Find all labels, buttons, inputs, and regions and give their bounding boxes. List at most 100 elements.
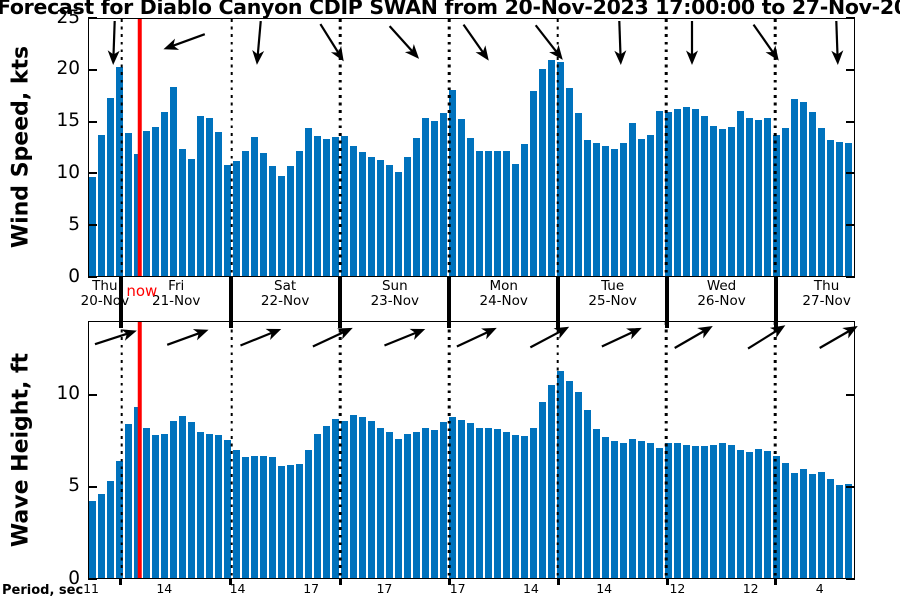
wave-bar: [260, 456, 267, 578]
y-tick-label: 10: [56, 383, 80, 405]
wind-bar: [782, 127, 789, 276]
y-tick-label: 15: [56, 110, 80, 132]
wind-bar: [250, 137, 258, 276]
y-tick-label: 5: [68, 213, 80, 235]
wave-bar: [719, 442, 726, 578]
wave-bar: [476, 428, 483, 578]
wind-bar: [809, 111, 816, 276]
day-boundary-line: [120, 322, 124, 578]
wind-bar: [521, 144, 528, 276]
wind-bar: [665, 111, 672, 276]
wave-bar: [521, 436, 528, 578]
wind-bar: [503, 150, 510, 276]
wave-height-chart: [88, 321, 858, 579]
day-boundary-line: [447, 19, 451, 276]
wind-bar: [161, 111, 168, 276]
axis-tick: [88, 120, 97, 123]
wave-bar: [530, 428, 537, 578]
y-tick-label: 0: [68, 265, 80, 287]
wind-bar: [736, 110, 744, 276]
wave-bar: [250, 456, 258, 578]
wave-bar: [296, 463, 303, 578]
axis-tick: [88, 393, 97, 396]
wave-bar: [224, 439, 231, 578]
wave-bar: [278, 465, 285, 578]
wind-bar: [188, 158, 195, 276]
day-boundary-tick: [773, 277, 778, 321]
wind-bar: [269, 166, 276, 276]
wind-bar: [476, 150, 483, 276]
day-label: Sat 22-Nov: [260, 278, 310, 309]
axis-tick: [846, 17, 855, 19]
wave-y-axis-label: Wave Height, ft: [8, 352, 34, 548]
day-boundary-line: [230, 322, 233, 578]
wind-bar: [169, 86, 177, 276]
wave-bar: [593, 428, 600, 578]
wave-bar: [800, 469, 807, 578]
day-boundary-line: [556, 322, 560, 578]
wind-bar: [692, 109, 699, 276]
wind-bar: [305, 127, 312, 276]
wind-bar: [845, 143, 852, 276]
period-axis-label: Period, sec: [2, 583, 84, 598]
wave-bar: [395, 439, 402, 578]
wave-bar: [233, 450, 240, 578]
day-tick-bottom: [774, 579, 778, 585]
wind-bar: [755, 119, 762, 276]
day-tick-bottom: [665, 579, 669, 585]
period-value: 11: [83, 581, 100, 596]
day-tick-bottom: [556, 579, 560, 585]
wave-bar: [116, 460, 123, 578]
wind-bar: [701, 115, 708, 276]
wave-bar: [89, 501, 96, 578]
wind-bar: [89, 177, 96, 276]
axis-tick: [846, 224, 855, 227]
wave-bar: [583, 409, 591, 578]
period-value: 17: [449, 581, 466, 596]
wave-bar: [791, 472, 798, 578]
wave-bar: [449, 417, 456, 578]
wind-bar: [287, 166, 294, 276]
day-boundary-line: [556, 19, 560, 276]
day-boundary-line: [665, 19, 668, 276]
wind-y-axis-label: Wind Speed, kts: [8, 45, 34, 249]
axis-tick: [846, 393, 855, 396]
wind-bar: [530, 90, 537, 276]
wind-bar: [431, 120, 438, 276]
wave-bar: [494, 428, 501, 578]
axis-tick: [846, 578, 855, 580]
wind-bar: [557, 62, 564, 276]
day-boundary-line: [447, 322, 451, 578]
wave-bar: [512, 435, 519, 578]
wave-bar: [124, 423, 132, 578]
wind-bar: [206, 117, 213, 276]
wave-bar: [629, 439, 636, 578]
wave-bar: [305, 450, 312, 578]
wind-bar: [106, 98, 114, 276]
wave-bar: [143, 428, 150, 578]
wind-bar: [512, 163, 519, 276]
wave-bar: [782, 462, 789, 578]
period-value: 14: [156, 581, 173, 596]
wind-bar: [224, 164, 231, 276]
period-value: 14: [596, 581, 613, 596]
wave-bar: [197, 431, 204, 578]
axis-tick: [88, 578, 97, 580]
wind-bar: [818, 127, 825, 276]
period-value: 17: [303, 581, 320, 596]
wave-bar: [701, 446, 708, 578]
wave-bar: [746, 451, 753, 578]
wind-bar: [566, 87, 573, 276]
wave-bar: [539, 402, 546, 578]
y-tick-label: 10: [56, 161, 80, 183]
wind-bar: [296, 150, 303, 276]
wind-bar: [377, 159, 384, 276]
y-tick-label: 5: [68, 475, 80, 497]
wave-bar: [377, 428, 384, 578]
wave-bar: [620, 442, 627, 578]
wind-bar: [539, 69, 546, 276]
wind-bar: [422, 117, 429, 276]
axis-tick: [88, 224, 97, 227]
now-line: [137, 322, 143, 578]
